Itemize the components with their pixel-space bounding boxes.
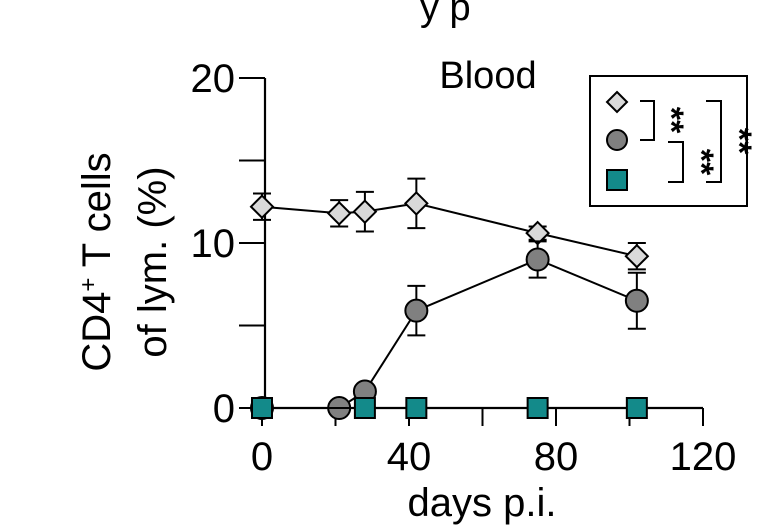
y-axis-label: CD4+ T cells of lym. (%)	[75, 152, 175, 371]
y-tick-label-1: 10	[191, 222, 236, 266]
series-circle-line	[262, 258, 638, 409]
x-tick-label-1: 40	[387, 435, 432, 479]
sig-label-2: **	[682, 149, 720, 176]
y-axis-label-main: CD4	[75, 292, 119, 372]
legend-marker-circle	[606, 129, 628, 151]
series-square-point-2	[405, 397, 428, 419]
series-square-point-0	[251, 397, 273, 419]
series-circle-point-4	[525, 247, 550, 272]
y-tick-label-0: 0	[213, 387, 235, 431]
svg-text:CD4+ T cells: CD4+ T cells	[75, 152, 119, 371]
series-diamond-point-1	[326, 200, 352, 226]
series-diamond-line	[261, 202, 638, 258]
series-circle	[250, 240, 649, 420]
legend-marker-square	[606, 169, 628, 191]
series-diamond-point-2	[352, 199, 378, 225]
y-axis-label-sup: +	[75, 278, 102, 292]
series-diamond-point-5	[624, 243, 650, 269]
bracket-2	[668, 141, 684, 183]
y-axis-label-rest: T cells	[75, 152, 119, 277]
series-square	[251, 397, 648, 419]
y-tick-label-2: 20	[191, 57, 236, 101]
x-tick-label-0: 0	[251, 435, 273, 479]
series-layer	[249, 177, 650, 420]
series-square-point-1	[353, 397, 376, 419]
x-tick-label-2: 80	[534, 435, 579, 479]
ticks: 0 10 20 0 40 80 120	[191, 57, 737, 479]
x-axis-label: days p.i.	[408, 481, 557, 525]
legend: ** ** **	[589, 75, 758, 207]
bracket-3	[706, 100, 722, 183]
series-circle-point-3	[404, 298, 429, 323]
chart-title: Blood	[439, 55, 536, 97]
series-diamond-point-3	[403, 190, 429, 216]
x-tick-label-3: 120	[670, 435, 737, 479]
series-square-point-3	[526, 397, 549, 419]
sig-label-3: **	[720, 128, 758, 155]
header-fragment: y p	[420, 0, 471, 29]
series-square-point-4	[625, 397, 648, 419]
y-axis-label-line2: of lym. (%)	[131, 166, 175, 357]
sig-label-1: **	[652, 107, 690, 134]
series-diamond	[249, 177, 650, 271]
legend-marker-diamond	[605, 90, 629, 114]
series-circle-point-5	[624, 288, 649, 313]
series-diamond-point-0	[249, 194, 275, 220]
bracket-1	[640, 100, 655, 141]
